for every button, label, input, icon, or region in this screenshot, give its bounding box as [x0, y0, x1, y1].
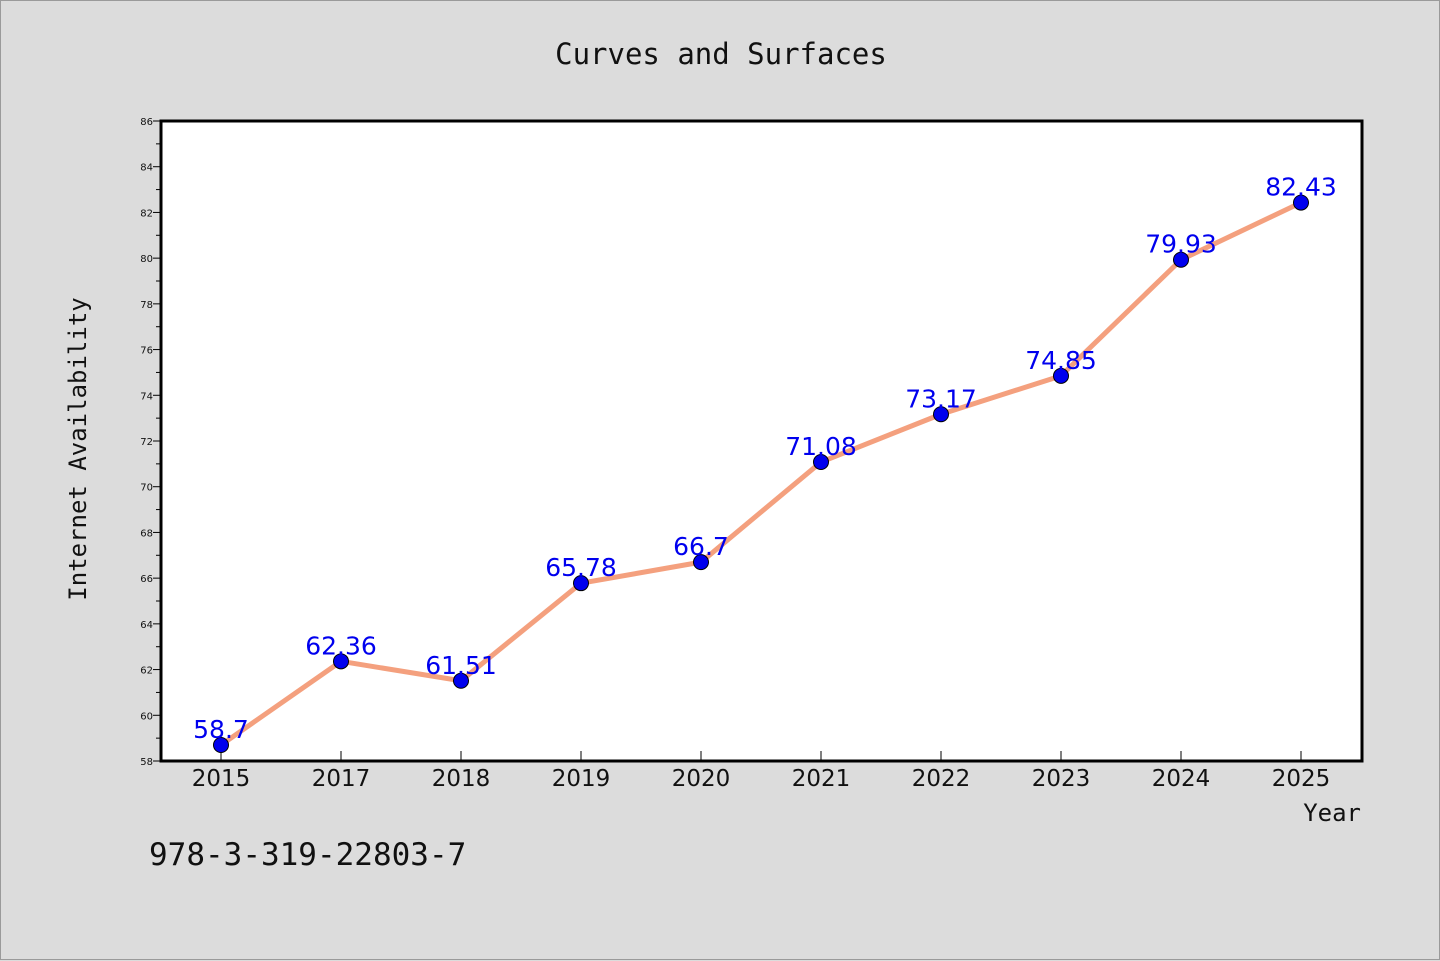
- x-tick-label: 2021: [792, 766, 851, 792]
- x-tick-label: 2017: [312, 766, 371, 792]
- x-tick-label: 2023: [1032, 766, 1091, 792]
- x-tick-label: 2025: [1272, 766, 1331, 792]
- x-tick-label: 2024: [1152, 766, 1211, 792]
- y-tick-label: 68: [140, 528, 153, 539]
- data-label: 82.43: [1265, 173, 1337, 202]
- data-labels: 58.7 62.36 61.51 65.78 66.7 71.08 73.17 74.85 79…: [193, 173, 1337, 744]
- data-point: [933, 406, 949, 423]
- y-tick-label: 62: [140, 666, 153, 677]
- data-label: 79.93: [1145, 230, 1217, 259]
- y-tick-label: 64: [140, 620, 153, 631]
- y-tick-label: 70: [140, 483, 153, 494]
- y-tick-label: 78: [140, 300, 153, 311]
- data-label: 73.17: [905, 384, 977, 413]
- data-point: [573, 575, 589, 592]
- x-tick-label: 2019: [552, 766, 611, 792]
- x-axis-ticks: 2015 2017 2018 2019 2020 2021 2022 2023 2024 2025: [192, 751, 1331, 792]
- data-label: 66.7: [673, 532, 729, 561]
- data-label: 65.78: [545, 553, 617, 582]
- plot-area: [159, 119, 1364, 763]
- data-label: 61.51: [425, 651, 497, 680]
- data-label: 58.7: [193, 715, 249, 744]
- y-tick-label: 66: [140, 574, 153, 585]
- x-tick-label: 2018: [432, 766, 491, 792]
- y-tick-label: 82: [140, 208, 153, 219]
- y-tick-label: 86: [140, 117, 153, 128]
- x-axis-label: Year: [1303, 799, 1361, 827]
- data-label: 62.36: [305, 631, 377, 660]
- data-point: [813, 454, 829, 471]
- data-point: [453, 672, 469, 689]
- x-tick-label: 2015: [192, 766, 251, 792]
- y-axis-ticks: 58 60 62 64 66 68 70 72 74 76 78 80 82 84 86: [140, 117, 161, 768]
- data-label: 74.85: [1025, 346, 1097, 375]
- data-label: 71.08: [785, 432, 857, 461]
- y-tick-label: 58: [140, 757, 153, 768]
- x-tick-label: 2022: [912, 766, 971, 792]
- y-tick-label: 74: [140, 391, 153, 402]
- y-tick-label: 80: [140, 254, 153, 265]
- data-point: [1053, 367, 1069, 384]
- data-point: [693, 554, 709, 571]
- data-point: [1293, 194, 1309, 211]
- chart-title: Curves and Surfaces: [555, 37, 887, 71]
- y-axis-label: Internet Availability: [64, 297, 92, 600]
- series-line: [218, 200, 1304, 748]
- data-point: [1173, 251, 1189, 268]
- data-point: [333, 653, 349, 670]
- series-group: [213, 194, 1309, 753]
- y-tick-label: 76: [140, 346, 153, 357]
- x-tick-label: 2020: [672, 766, 731, 792]
- footer-isbn: 978-3-319-22803-7: [149, 837, 466, 873]
- y-tick-label: 60: [140, 711, 153, 722]
- data-point: [213, 737, 229, 753]
- y-tick-label: 84: [140, 163, 153, 174]
- y-tick-label: 72: [140, 437, 153, 448]
